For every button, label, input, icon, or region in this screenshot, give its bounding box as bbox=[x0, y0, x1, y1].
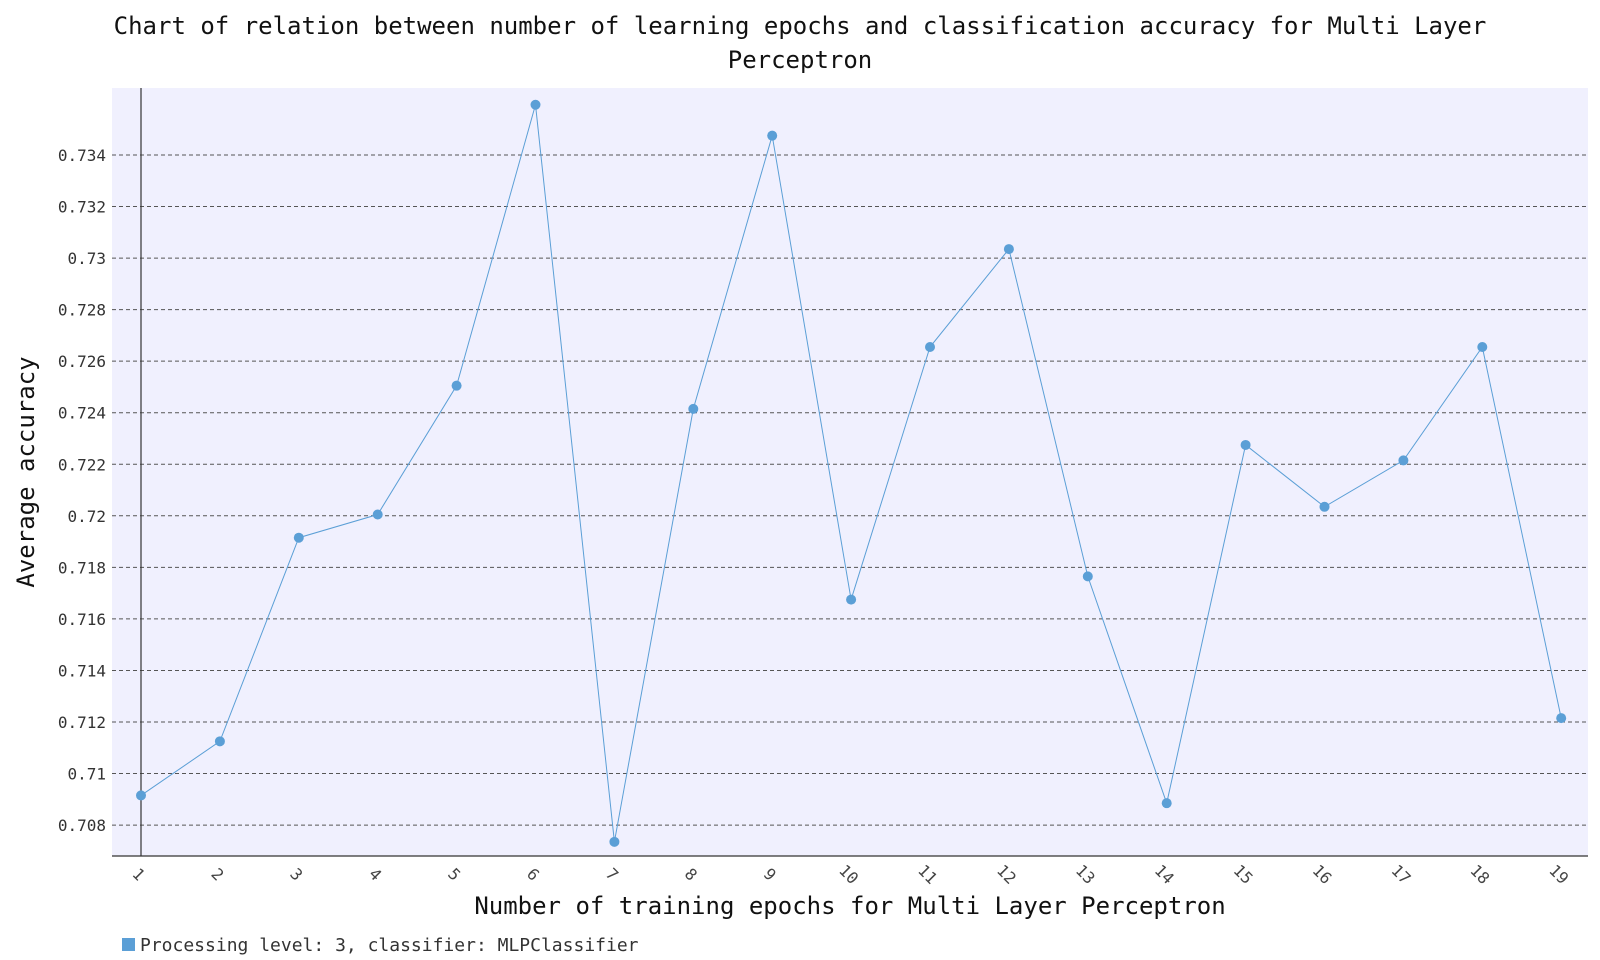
y-axis-title: Average accuracy bbox=[12, 356, 40, 587]
data-point bbox=[688, 403, 699, 414]
y-tick-label: 0.716 bbox=[58, 610, 106, 629]
x-tick-label: 16 bbox=[1309, 861, 1336, 888]
data-point bbox=[530, 99, 541, 110]
grid-lines bbox=[112, 154, 1588, 826]
chart-title-line-2: Perceptron bbox=[728, 46, 873, 74]
y-tick-label: 0.72 bbox=[67, 507, 106, 526]
y-tick-label: 0.724 bbox=[58, 404, 106, 423]
data-point bbox=[214, 736, 225, 747]
y-tick-label: 0.728 bbox=[58, 301, 106, 320]
y-tick-label: 0.73 bbox=[67, 249, 106, 268]
y-tick-label: 0.726 bbox=[58, 352, 106, 371]
y-tick-label: 0.71 bbox=[67, 765, 106, 784]
x-tick-label: 10 bbox=[835, 861, 862, 888]
x-tick-label: 4 bbox=[365, 864, 385, 884]
legend-swatch bbox=[122, 938, 135, 951]
axes bbox=[112, 88, 1588, 857]
x-axis-title: Number of training epochs for Multi Laye… bbox=[474, 892, 1225, 920]
y-tick-label: 0.714 bbox=[58, 661, 106, 680]
x-tick-label: 11 bbox=[914, 861, 941, 888]
x-tick-label: 19 bbox=[1545, 861, 1572, 888]
x-tick-label: 8 bbox=[681, 864, 701, 884]
data-point bbox=[1161, 798, 1172, 809]
x-tick-labels: 1 2 3 4 5 6 7 8 9 10 11 12 13 14 15 16 17 18 19 bbox=[129, 861, 1573, 888]
x-tick-label: 7 bbox=[602, 864, 622, 884]
data-point bbox=[1240, 439, 1251, 450]
data-point bbox=[136, 790, 146, 801]
legend: Processing level: 3, classifier: MLPClas… bbox=[122, 935, 639, 956]
x-tick-label: 14 bbox=[1151, 861, 1178, 888]
data-point bbox=[1082, 571, 1093, 582]
x-tick-label: 12 bbox=[993, 861, 1020, 888]
x-tick-label: 6 bbox=[523, 864, 543, 884]
x-tick-label: 3 bbox=[286, 864, 306, 884]
data-point bbox=[451, 380, 462, 391]
data-point bbox=[1556, 713, 1567, 724]
x-tick-label: 15 bbox=[1230, 861, 1257, 888]
data-point bbox=[925, 342, 935, 353]
data-point bbox=[1398, 455, 1409, 466]
data-point bbox=[767, 130, 778, 141]
x-tick-label: 9 bbox=[760, 864, 780, 884]
x-tick-label: 5 bbox=[444, 864, 464, 884]
y-tick-label: 0.722 bbox=[58, 455, 106, 474]
x-tick-label: 1 bbox=[129, 864, 149, 884]
data-point bbox=[846, 594, 857, 605]
data-point bbox=[1477, 342, 1488, 353]
data-point bbox=[609, 836, 620, 847]
y-tick-label: 0.732 bbox=[58, 198, 106, 217]
data-point bbox=[372, 509, 383, 520]
y-tick-label: 0.712 bbox=[58, 713, 106, 732]
plot-area bbox=[112, 88, 1588, 856]
y-tick-label: 0.734 bbox=[58, 146, 106, 165]
data-point bbox=[293, 532, 304, 543]
y-tick-label: 0.718 bbox=[58, 558, 106, 577]
y-tick-label: 0.708 bbox=[58, 816, 106, 835]
x-tick-label: 13 bbox=[1072, 861, 1099, 888]
y-tick-labels: 0.708 0.71 0.712 0.714 0.716 0.718 0.72 0.722 0.… bbox=[58, 146, 106, 835]
data-point bbox=[1319, 501, 1330, 512]
chart-title-line-1: Chart of relation between number of lear… bbox=[114, 12, 1487, 40]
legend-label: Processing level: 3, classifier: MLPClas… bbox=[140, 935, 639, 956]
data-point bbox=[1003, 244, 1014, 255]
x-tick-label: 18 bbox=[1466, 861, 1493, 888]
x-tick-label: 17 bbox=[1388, 861, 1415, 888]
series-layer bbox=[136, 99, 1567, 847]
x-tick-label: 2 bbox=[207, 864, 227, 884]
